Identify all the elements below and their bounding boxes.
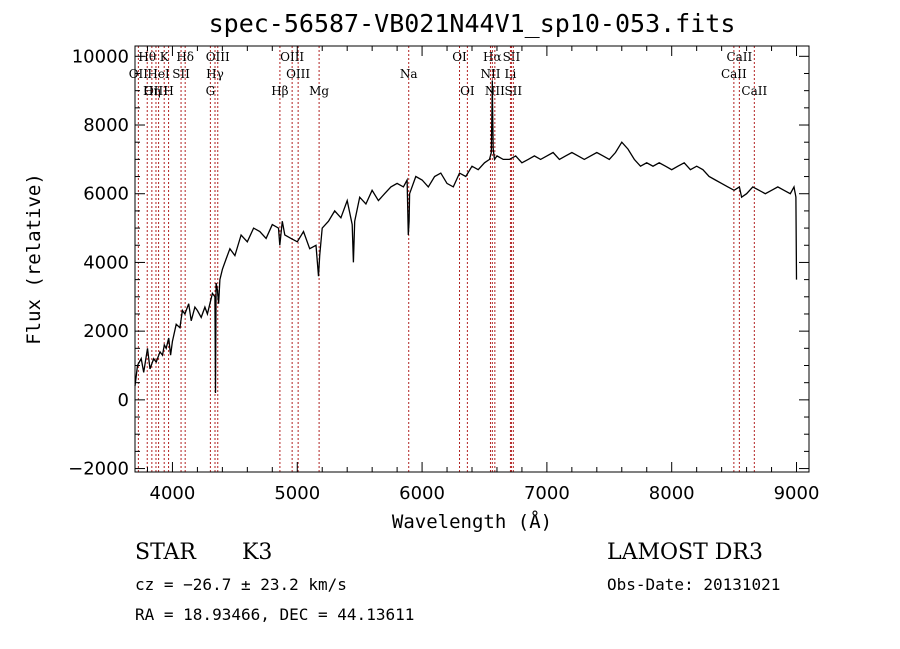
line-marker-label: OII [129, 67, 149, 81]
line-marker-label: H [163, 84, 173, 98]
x-tick-label: 6000 [399, 483, 445, 504]
survey-name: LAMOST DR3 [607, 540, 763, 565]
x-tick-label: 8000 [649, 483, 695, 504]
line-marker-label: Hδ [176, 50, 194, 64]
line-marker-label: CaII [721, 67, 747, 81]
y-tick-label: −2000 [68, 459, 129, 480]
line-marker-label: Li [505, 67, 517, 81]
line-marker-label: SII [172, 67, 190, 81]
redshift-value: cz = −26.7 ± 23.2 km/s [135, 575, 347, 594]
line-marker-label: Hβ [271, 84, 288, 98]
spectrum-line [134, 80, 798, 394]
line-marker-label: OIII [286, 67, 310, 81]
line-marker-label: NII [485, 84, 505, 98]
line-marker-label: K [160, 50, 170, 64]
y-tick-label: 6000 [83, 184, 129, 205]
line-marker-label: Hη [143, 84, 161, 98]
chart-title: spec-56587-VB021N44V1_sp10-053.fits [209, 9, 736, 38]
line-marker-label: NII [480, 67, 500, 81]
line-marker-label: Na [400, 67, 418, 81]
y-tick-label: 8000 [83, 115, 129, 136]
x-tick-label: 5000 [274, 483, 320, 504]
line-marker-label: CaII [726, 50, 752, 64]
y-axis-label: Flux (relative) [23, 173, 45, 345]
line-marker-label: Hθ [138, 50, 156, 64]
line-marker-label: G [206, 84, 216, 98]
line-marker-label: Hγ [206, 67, 224, 81]
y-tick-label: 4000 [83, 252, 129, 273]
coordinates: RA = 18.93466, DEC = 44.13611 [135, 605, 414, 624]
y-tick-label: 10000 [72, 46, 129, 67]
line-marker-label: SII [504, 84, 522, 98]
line-marker-label: Hα [483, 50, 502, 64]
x-tick-label: 9000 [774, 483, 820, 504]
x-tick-label: 4000 [150, 483, 196, 504]
line-marker-label: OIII [144, 84, 168, 98]
y-tick-label: 0 [118, 390, 129, 411]
line-marker-label: Mg [309, 84, 329, 98]
line-marker-label: OIII [280, 50, 304, 64]
line-marker-label: OI [460, 84, 475, 98]
line-marker-label: OI [452, 50, 467, 64]
object-class: STAR [135, 540, 197, 565]
x-axis-label: Wavelength (Å) [392, 510, 552, 533]
obs-date: Obs-Date: 20131021 [607, 575, 780, 594]
line-marker-label: HeI [147, 67, 170, 81]
line-marker-label: OIII [206, 50, 230, 64]
y-tick-label: 2000 [83, 321, 129, 342]
line-marker-label: CaII [741, 84, 767, 98]
x-tick-label: 7000 [524, 483, 570, 504]
axis-ticks: 4000 5000 6000 7000 8000 9000 −2000 0 2000 4000 60… [68, 46, 819, 504]
object-subclass: K3 [242, 540, 272, 565]
plot-frame [134, 45, 810, 473]
line-marker-label: SII [503, 50, 521, 64]
